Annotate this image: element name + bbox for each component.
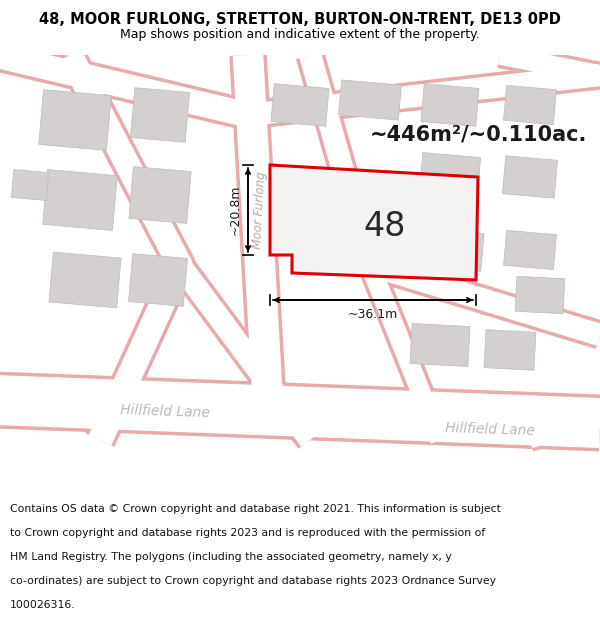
Polygon shape [130, 88, 190, 142]
Polygon shape [421, 84, 479, 126]
Polygon shape [129, 167, 191, 223]
Polygon shape [515, 276, 565, 314]
Polygon shape [39, 89, 111, 151]
Text: co-ordinates) are subject to Crown copyright and database rights 2023 Ordnance S: co-ordinates) are subject to Crown copyr… [10, 576, 496, 586]
Text: Hillfield Lane: Hillfield Lane [120, 404, 210, 421]
Text: 100026316.: 100026316. [10, 600, 75, 610]
Polygon shape [128, 254, 187, 306]
Text: 48, MOOR FURLONG, STRETTON, BURTON-ON-TRENT, DE13 0PD: 48, MOOR FURLONG, STRETTON, BURTON-ON-TR… [39, 12, 561, 27]
Polygon shape [43, 169, 117, 231]
Polygon shape [503, 231, 556, 269]
Text: Moor Furlong: Moor Furlong [251, 171, 269, 249]
Text: Hillfield Lane: Hillfield Lane [445, 421, 535, 439]
Text: ~36.1m: ~36.1m [348, 309, 398, 321]
Polygon shape [410, 324, 470, 366]
Text: Map shows position and indicative extent of the property.: Map shows position and indicative extent… [120, 28, 480, 41]
Polygon shape [49, 252, 121, 308]
Text: HM Land Registry. The polygons (including the associated geometry, namely x, y: HM Land Registry. The polygons (includin… [10, 552, 451, 562]
Polygon shape [338, 80, 401, 120]
Polygon shape [502, 156, 557, 198]
Polygon shape [426, 229, 484, 271]
Text: ~446m²/~0.110ac.: ~446m²/~0.110ac. [370, 125, 587, 145]
Text: ~20.8m: ~20.8m [229, 185, 241, 235]
Text: Contains OS data © Crown copyright and database right 2021. This information is : Contains OS data © Crown copyright and d… [10, 504, 500, 514]
Polygon shape [271, 84, 329, 126]
Polygon shape [270, 165, 478, 280]
Text: to Crown copyright and database rights 2023 and is reproduced with the permissio: to Crown copyright and database rights 2… [10, 528, 485, 538]
Polygon shape [503, 86, 556, 124]
Polygon shape [11, 169, 49, 201]
Polygon shape [484, 330, 536, 370]
Polygon shape [419, 152, 481, 198]
Text: 48: 48 [364, 211, 406, 244]
